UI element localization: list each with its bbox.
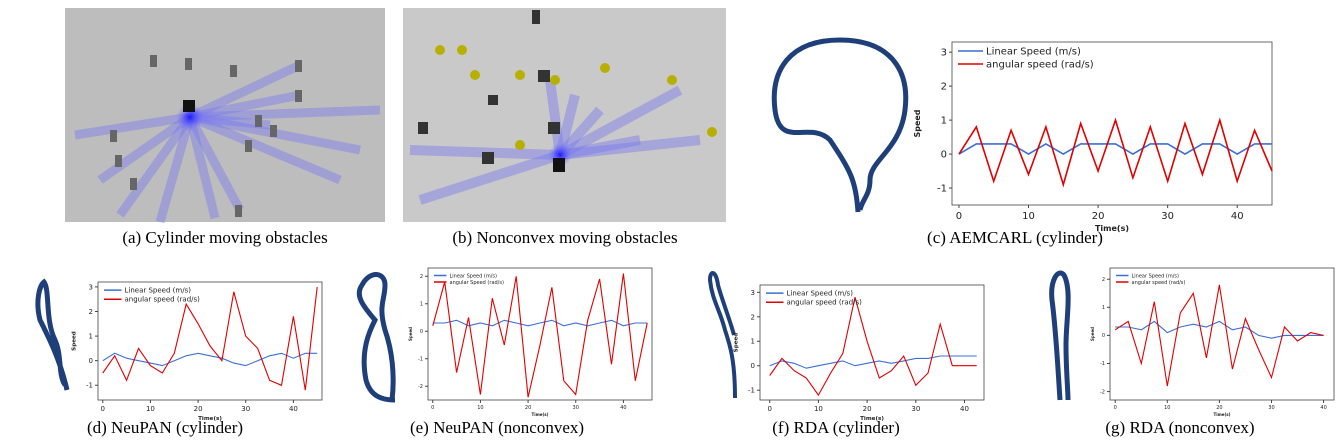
y-axis-label: Speed: [408, 327, 413, 341]
y-tick-label: 2: [941, 82, 947, 93]
y-tick-label: -1: [937, 184, 947, 195]
legend-label: angular speed (rad/s): [1132, 280, 1186, 286]
y-tick-label: 3: [751, 289, 755, 297]
x-tick-label: 40: [620, 405, 626, 411]
legend-label: Linear Speed (m/s): [1132, 273, 1180, 279]
legend-label: angular Speed (rad/s): [450, 280, 504, 286]
y-tick-label: 2: [420, 274, 423, 280]
x-tick-label: 10: [146, 405, 155, 413]
x-tick-label: 20: [194, 405, 203, 413]
x-tick-label: 20: [525, 405, 531, 411]
y-tick-label: -2: [1100, 389, 1105, 395]
x-axis-label: Time(s): [198, 416, 222, 422]
y-tick-label: 2: [89, 308, 93, 316]
x-tick-label: 30: [1161, 211, 1174, 222]
trajectory-e: [359, 274, 395, 400]
x-tick-label: 0: [431, 405, 434, 411]
trajectory-g: [1052, 273, 1068, 400]
y-axis-label: Speed: [72, 331, 78, 351]
y-tick-label: 1: [1102, 305, 1105, 311]
legend-label: Linear Speed (m/s): [125, 287, 192, 295]
y-tick-label: 0: [89, 357, 93, 365]
x-tick-label: 0: [1114, 405, 1117, 411]
y-axis-label: Speed: [734, 333, 740, 353]
x-tick-label: 40: [1231, 211, 1244, 222]
y-tick-label: -1: [418, 357, 423, 363]
x-tick-label: 20: [863, 405, 872, 413]
legend-label: Linear Speed (m/s): [986, 47, 1081, 58]
sim-image-a: [65, 8, 385, 222]
x-tick-label: 20: [1216, 405, 1222, 411]
x-tick-label: 30: [241, 405, 250, 413]
x-tick-label: 10: [814, 405, 823, 413]
caption: (g) RDA (nonconvex): [1105, 418, 1254, 437]
trajectory-c: [774, 40, 905, 212]
x-tick-label: 0: [956, 211, 962, 222]
y-tick-label: 1: [89, 333, 93, 341]
x-tick-label: 20: [1092, 211, 1105, 222]
plot-area: [428, 268, 652, 400]
trajectory-d: [38, 282, 67, 390]
plot-area: [1110, 268, 1334, 400]
y-axis-label: Speed: [1090, 327, 1095, 341]
x-tick-label: 40: [289, 405, 298, 413]
legend-label: angular speed (rad/s): [986, 60, 1094, 71]
x-axis-label: Time(s): [1095, 224, 1129, 233]
y-tick-label: 0: [1102, 333, 1105, 339]
legend-label: Linear Speed (m/s): [787, 290, 854, 298]
y-tick-label: 0: [751, 362, 755, 370]
x-tick-label: 10: [1164, 405, 1170, 411]
x-tick-label: 10: [477, 405, 483, 411]
x-tick-label: 10: [1022, 211, 1035, 222]
legend-label: angular speed (rad/s): [787, 299, 863, 307]
legend-label: Linear Speed (m/s): [450, 273, 498, 279]
caption: (a) Cylinder moving obstacles: [122, 228, 327, 247]
trajectory-f: [710, 273, 735, 398]
y-tick-label: 3: [941, 48, 947, 59]
y-tick-label: 0: [420, 329, 423, 335]
caption: (c) AEMCARL (cylinder): [927, 228, 1103, 247]
y-tick-label: -1: [86, 382, 93, 390]
y-tick-label: 1: [941, 116, 947, 127]
x-tick-label: 30: [911, 405, 920, 413]
y-axis-label: Speed: [913, 109, 922, 137]
x-axis-label: Time(s): [860, 416, 884, 422]
y-tick-label: 1: [751, 338, 755, 346]
y-tick-label: -1: [748, 387, 755, 395]
x-axis-label: Time(s): [1213, 412, 1230, 417]
figure: (a) Cylinder moving obstacles (b) Nonconv…: [0, 0, 1337, 446]
y-tick-label: -1: [1100, 361, 1105, 367]
legend-label: angular speed (rad/s): [125, 296, 201, 304]
x-tick-label: 30: [573, 405, 579, 411]
x-tick-label: 40: [960, 405, 969, 413]
x-tick-label: 0: [768, 405, 772, 413]
x-tick-label: 30: [1268, 405, 1274, 411]
y-tick-label: 1: [420, 302, 423, 308]
caption: (e) NeuPAN (nonconvex): [410, 418, 584, 437]
x-tick-label: 40: [1320, 405, 1326, 411]
x-tick-label: 0: [101, 405, 105, 413]
y-tick-label: 0: [941, 150, 947, 161]
caption: (b) Nonconvex moving obstacles: [452, 228, 677, 247]
sim-image-b: [403, 8, 726, 222]
y-tick-label: 3: [89, 283, 93, 291]
x-axis-label: Time(s): [531, 412, 548, 417]
y-tick-label: 2: [751, 313, 755, 321]
y-tick-label: 2: [1102, 277, 1105, 283]
y-tick-label: -2: [418, 384, 423, 390]
